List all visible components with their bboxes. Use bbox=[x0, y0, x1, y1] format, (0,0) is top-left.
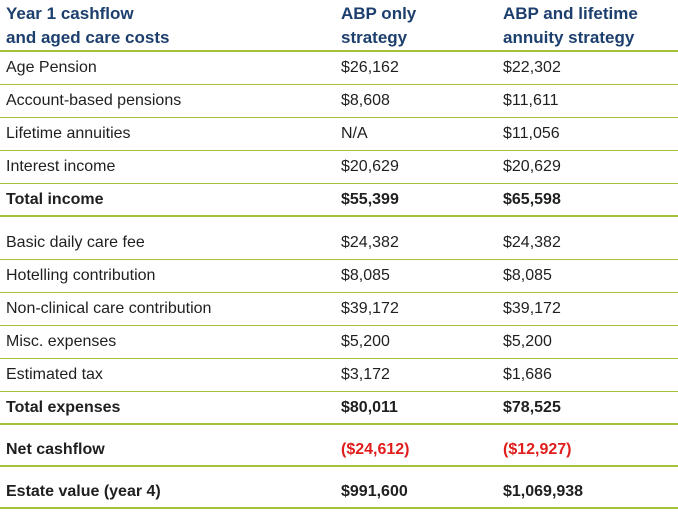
row-label: Basic daily care fee bbox=[6, 234, 145, 251]
row-lifetime-value: $39,172 bbox=[503, 300, 561, 317]
table-row: Misc. expenses $5,200 $5,200 bbox=[0, 326, 678, 359]
total-income-abp: $55,399 bbox=[341, 190, 399, 208]
row-label: Misc. expenses bbox=[6, 333, 117, 350]
estate-value-lifetime: $1,069,938 bbox=[503, 482, 584, 500]
header-abp-only: ABP only strategy bbox=[341, 2, 503, 50]
total-income-label: Total income bbox=[6, 190, 104, 208]
row-lifetime-value: $20,629 bbox=[503, 158, 561, 175]
table-row: Lifetime annuities N/A $11,056 bbox=[0, 118, 678, 151]
table-row: Basic daily care fee $24,382 $24,382 bbox=[0, 227, 678, 260]
net-cashflow-lifetime: ($12,927) bbox=[503, 440, 572, 458]
row-abp-value: N/A bbox=[341, 125, 368, 142]
table-row: Non-clinical care contribution $39,172 $… bbox=[0, 293, 678, 326]
row-abp-value: $3,172 bbox=[341, 366, 390, 383]
estate-value-row: Estate value (year 4) $991,600 $1,069,93… bbox=[0, 476, 678, 509]
table-row: Account-based pensions $8,608 $11,611 bbox=[0, 85, 678, 118]
net-cashflow-row: Net cashflow ($24,612) ($12,927) bbox=[0, 434, 678, 467]
header-cashflow-line2: and aged care costs bbox=[6, 28, 170, 47]
row-abp-value: $39,172 bbox=[341, 300, 399, 317]
row-lifetime-value: $11,611 bbox=[503, 92, 559, 109]
header-cashflow-line1: Year 1 cashflow bbox=[6, 4, 134, 23]
row-label: Hotelling contribution bbox=[6, 267, 156, 284]
row-abp-value: $24,382 bbox=[341, 234, 399, 251]
row-lifetime-value: $8,085 bbox=[503, 267, 552, 284]
table-row: Age Pension $26,162 $22,302 bbox=[0, 52, 678, 85]
table-row: Hotelling contribution $8,085 $8,085 bbox=[0, 260, 678, 293]
row-label: Account-based pensions bbox=[6, 92, 182, 109]
header-cashflow: Year 1 cashflow and aged care costs bbox=[0, 2, 341, 50]
table-header-row: Year 1 cashflow and aged care costs ABP … bbox=[0, 0, 678, 52]
row-lifetime-value: $22,302 bbox=[503, 59, 561, 76]
header-abp-only-line1: ABP only bbox=[341, 4, 417, 23]
row-abp-value: $5,200 bbox=[341, 333, 390, 350]
row-label: Lifetime annuities bbox=[6, 125, 131, 142]
row-abp-value: $26,162 bbox=[341, 59, 399, 76]
total-income-row: Total income $55,399 $65,598 bbox=[0, 184, 678, 217]
row-abp-value: $8,085 bbox=[341, 267, 390, 284]
total-expenses-lifetime: $78,525 bbox=[503, 398, 561, 416]
estate-value-abp: $991,600 bbox=[341, 482, 408, 500]
header-abp-lifetime: ABP and lifetime annuity strategy bbox=[503, 2, 678, 50]
row-label: Estimated tax bbox=[6, 366, 103, 383]
net-cashflow-abp: ($24,612) bbox=[341, 440, 410, 458]
header-abp-only-line2: strategy bbox=[341, 28, 408, 47]
total-expenses-row: Total expenses $80,011 $78,525 bbox=[0, 392, 678, 425]
table-row: Estimated tax $3,172 $1,686 bbox=[0, 359, 678, 392]
row-lifetime-value: $1,686 bbox=[503, 366, 552, 383]
row-abp-value: $8,608 bbox=[341, 92, 390, 109]
estate-value-label: Estate value (year 4) bbox=[6, 482, 161, 500]
row-lifetime-value: $24,382 bbox=[503, 234, 561, 251]
table-row: Interest income $20,629 $20,629 bbox=[0, 151, 678, 184]
row-label: Non-clinical care contribution bbox=[6, 300, 212, 317]
net-cashflow-label: Net cashflow bbox=[6, 440, 105, 458]
row-abp-value: $20,629 bbox=[341, 158, 399, 175]
total-expenses-label: Total expenses bbox=[6, 398, 121, 416]
section-spacer bbox=[0, 425, 678, 434]
section-spacer bbox=[0, 217, 678, 227]
row-label: Interest income bbox=[6, 158, 116, 175]
total-income-lifetime: $65,598 bbox=[503, 190, 561, 208]
row-label: Age Pension bbox=[6, 59, 97, 76]
total-expenses-abp: $80,011 bbox=[341, 398, 398, 416]
header-abp-lifetime-line2: annuity strategy bbox=[503, 28, 635, 47]
row-lifetime-value: $11,056 bbox=[503, 125, 560, 142]
row-lifetime-value: $5,200 bbox=[503, 333, 552, 350]
header-abp-lifetime-line1: ABP and lifetime bbox=[503, 4, 638, 23]
section-spacer bbox=[0, 467, 678, 476]
